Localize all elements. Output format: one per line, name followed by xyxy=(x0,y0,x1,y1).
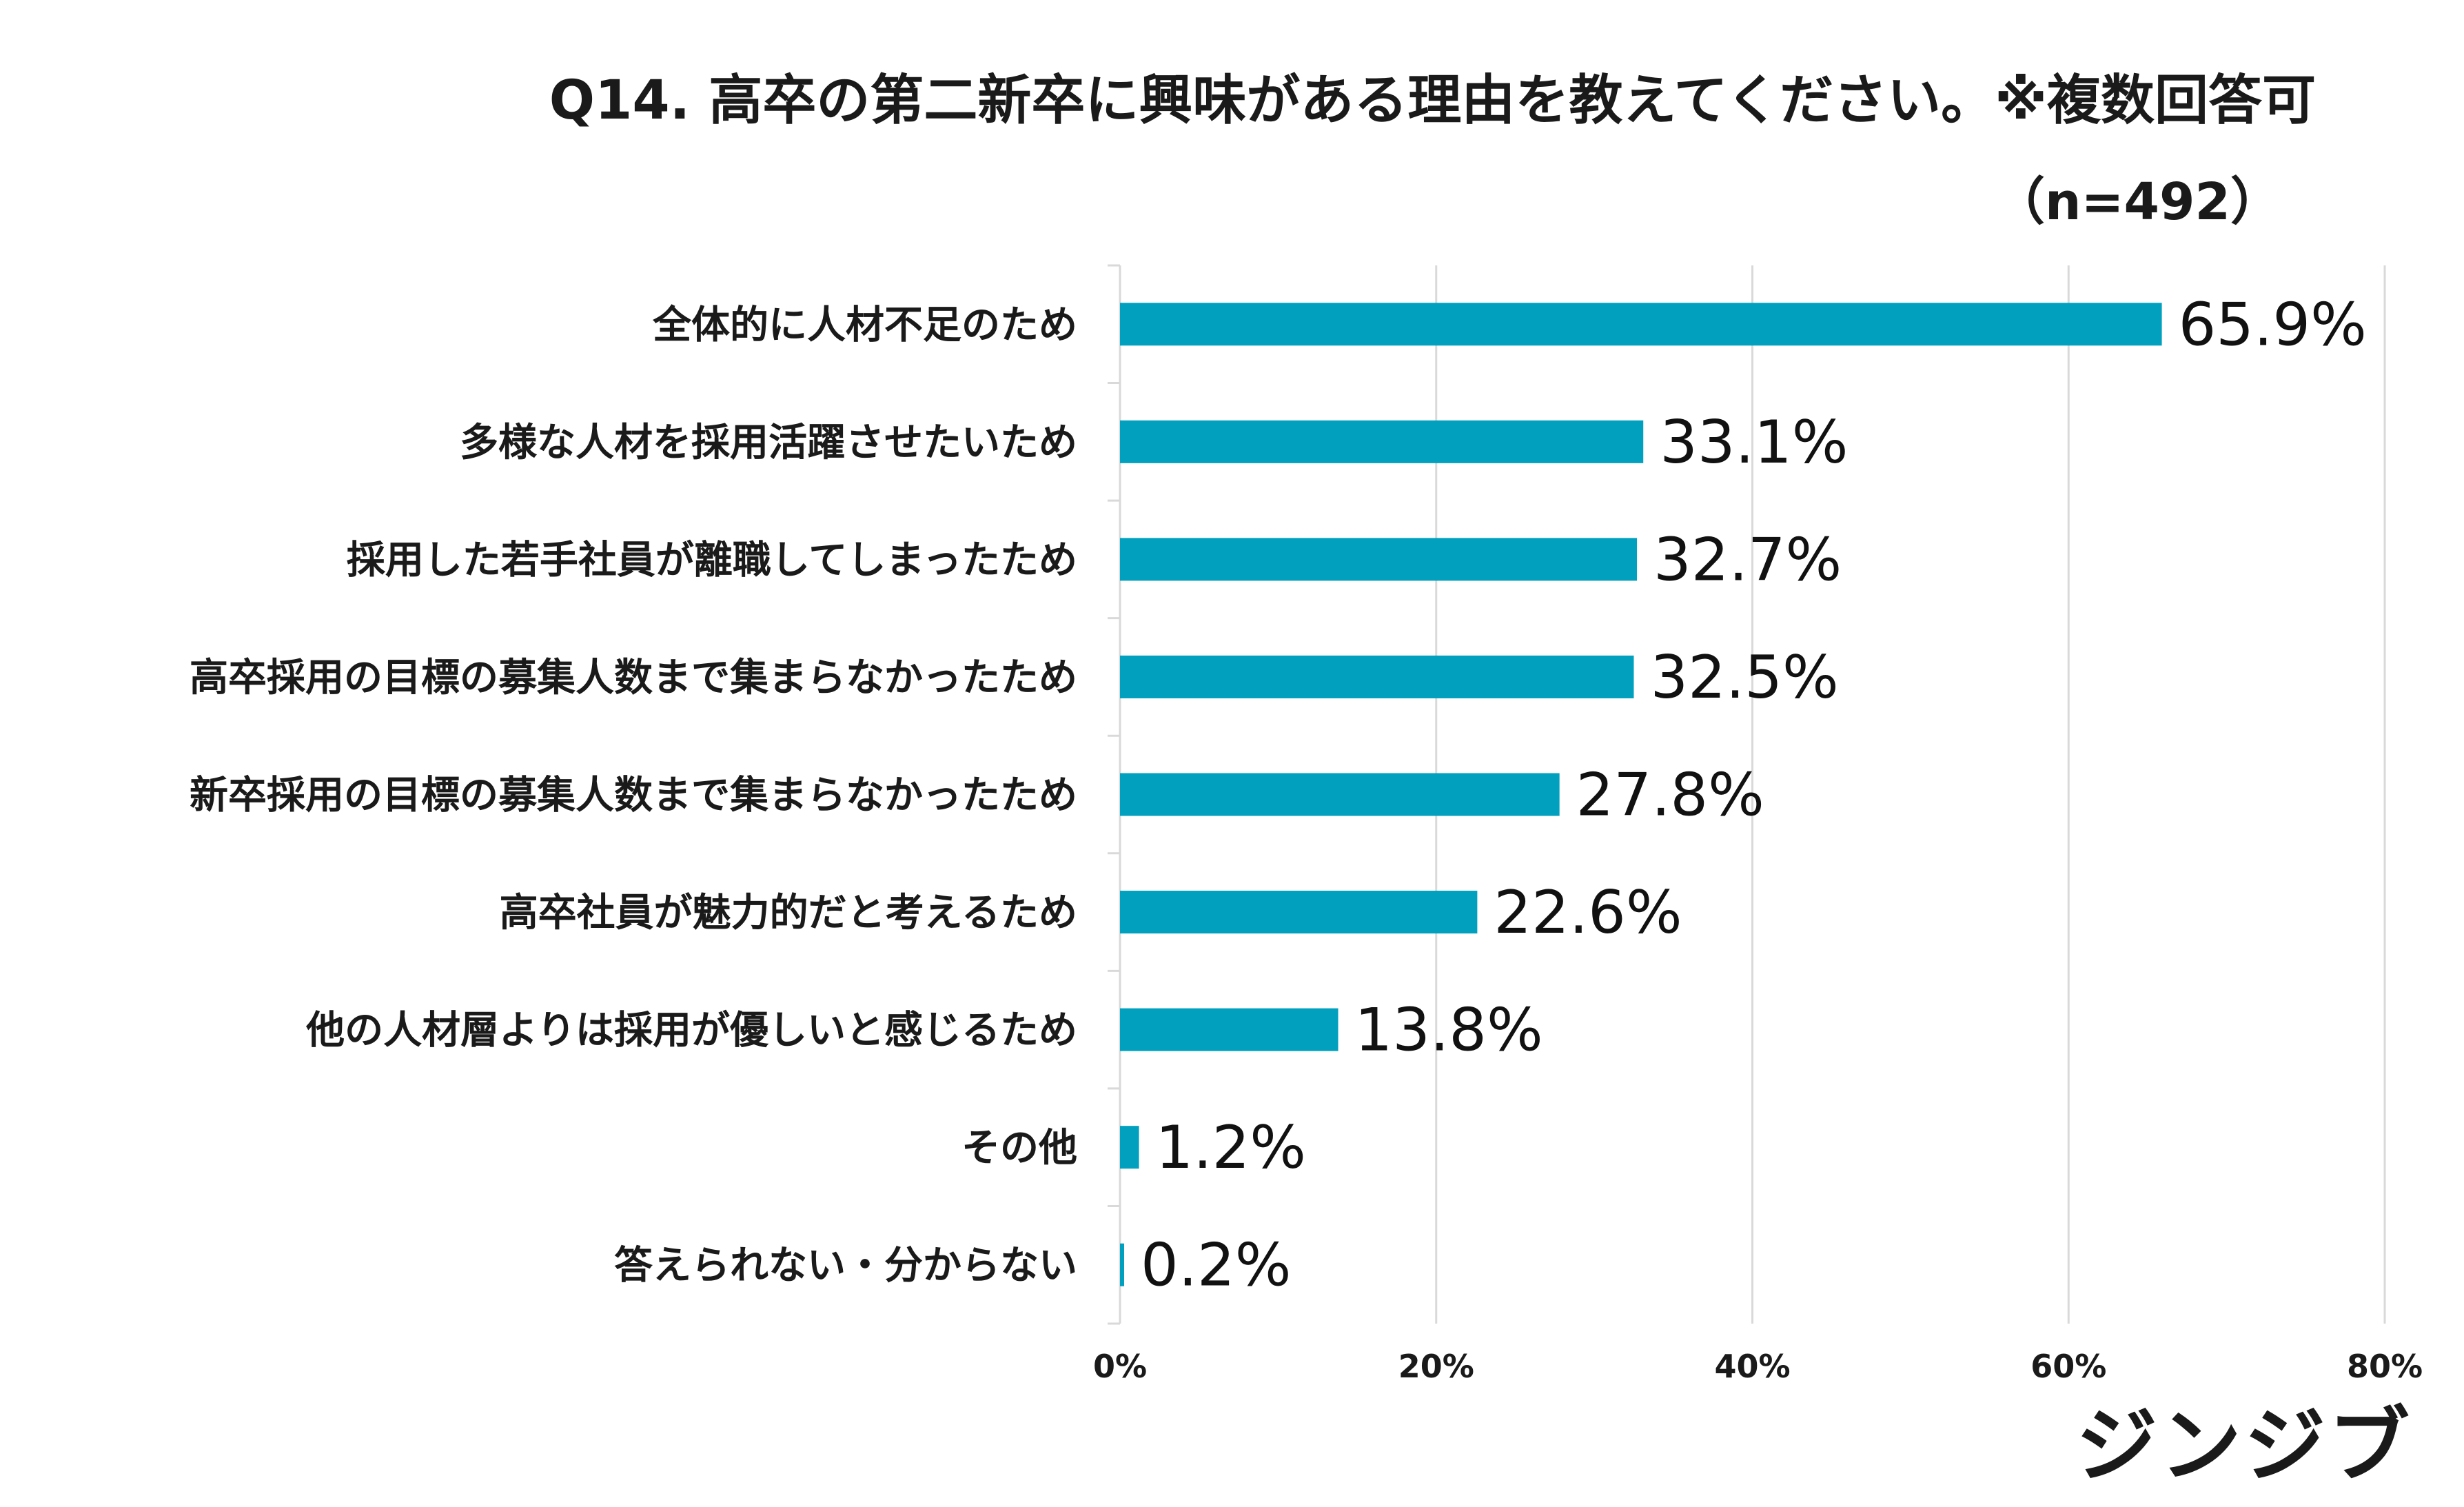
value-label: 65.9% xyxy=(2179,290,2367,359)
bar-1 xyxy=(1120,420,1644,463)
bar-2 xyxy=(1120,538,1638,581)
category-label: 採用した若手社員が離職してしまったため xyxy=(347,538,1077,583)
value-labels: 65.9% 33.1% 32.7% 32.5% 27.8% 22.6% 13.8% 1.2% 0… xyxy=(1141,290,2367,1299)
value-label: 13.8% xyxy=(1355,996,1543,1065)
value-label: 22.6% xyxy=(1494,878,1682,947)
x-axis-ticks: 0% 20% 40% 60% 80% xyxy=(1093,1348,2423,1385)
x-tick-label: 20% xyxy=(1398,1348,1474,1385)
bars xyxy=(1120,303,2162,1286)
x-tick-label: 40% xyxy=(1714,1348,1790,1385)
category-label: 高卒採用の目標の募集人数まで集まらなかったため xyxy=(190,656,1077,700)
value-label: 27.8% xyxy=(1576,761,1764,830)
category-label: 新卒採用の目標の募集人数まで集まらなかったため xyxy=(190,773,1077,818)
bar-4 xyxy=(1120,773,1560,816)
x-tick-label: 60% xyxy=(2030,1348,2106,1385)
value-label: 33.1% xyxy=(1660,408,1848,477)
category-label: その他 xyxy=(961,1126,1077,1171)
bar-8 xyxy=(1120,1243,1124,1286)
category-labels: 全体的に人材不足のため多様な人材を採用活躍させたいため採用した若手社員が離職して… xyxy=(190,303,1077,1288)
value-label: 1.2% xyxy=(1156,1113,1307,1182)
category-label: 他の人材層よりは採用が優しいと感じるため xyxy=(305,1009,1077,1053)
category-label: 高卒社員が魅力的だと考えるため xyxy=(500,891,1077,935)
bar-3 xyxy=(1120,655,1634,698)
bar-6 xyxy=(1120,1008,1338,1051)
chart-title: Q14. 高卒の第二新卒に興味がある理由を教えてください。※複数回答可 xyxy=(549,70,2316,132)
category-label: 多様な人材を採用活躍させたいため xyxy=(460,421,1077,465)
value-label: 32.5% xyxy=(1650,643,1838,712)
bar-7 xyxy=(1120,1126,1139,1169)
chart-subtitle: （n=492） xyxy=(1994,172,2281,232)
value-label: 0.2% xyxy=(1141,1231,1292,1300)
category-label: 全体的に人材不足のため xyxy=(652,303,1077,347)
value-label: 32.7% xyxy=(1653,525,1842,594)
x-tick-label: 0% xyxy=(1093,1348,1147,1385)
x-tick-label: 80% xyxy=(2347,1348,2423,1385)
jinjib-logo: ジンジブ xyxy=(2076,1398,2412,1493)
bar-5 xyxy=(1120,891,1478,934)
bar-0 xyxy=(1120,303,2162,346)
category-label: 答えられない・分からない xyxy=(614,1244,1077,1288)
